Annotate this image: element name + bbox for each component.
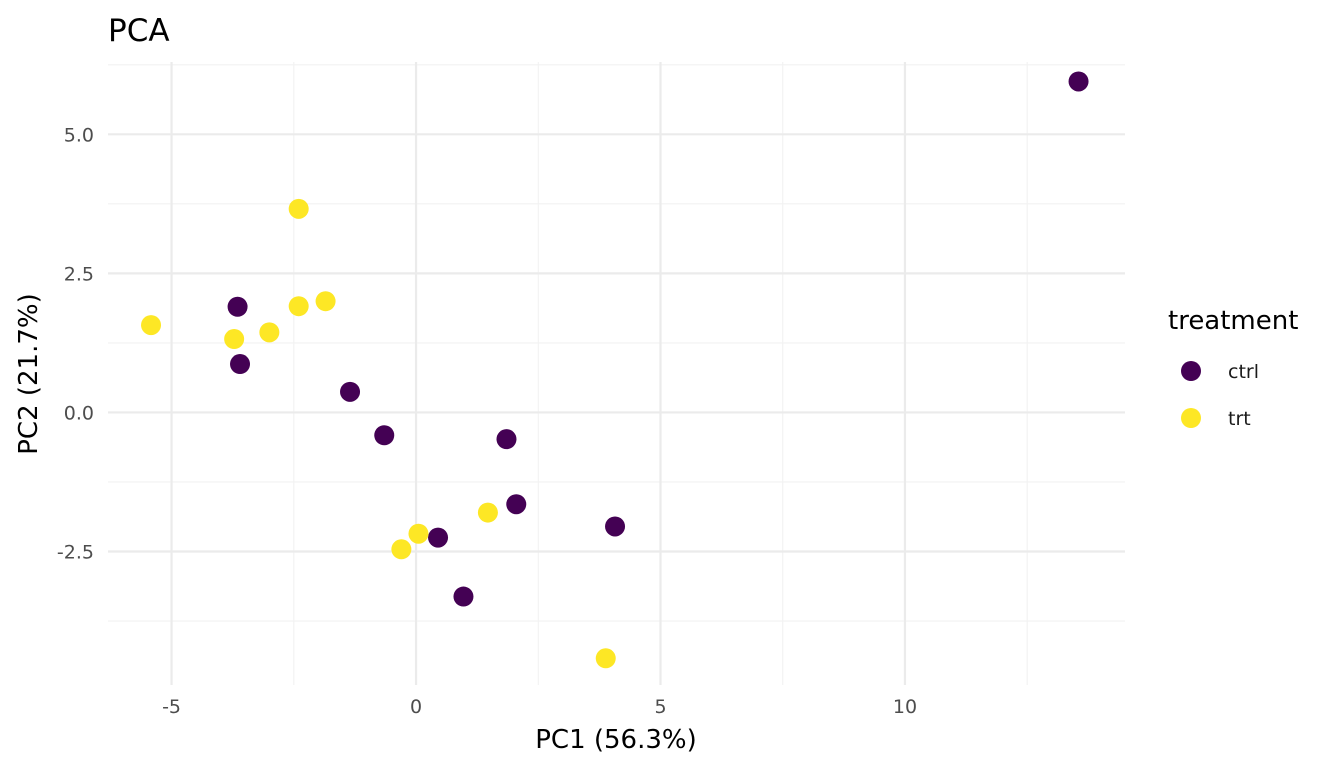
data-point-ctrl <box>374 425 395 446</box>
data-point-trt <box>141 315 162 336</box>
legend-items: ctrl trt <box>1181 361 1259 430</box>
data-point-ctrl <box>496 429 517 450</box>
data-point-trt <box>595 648 616 669</box>
data-points <box>141 71 1089 669</box>
legend-key-trt <box>1181 408 1201 428</box>
x-tick-label: 10 <box>893 696 917 718</box>
x-tick-label: 0 <box>410 696 422 718</box>
legend-key-ctrl <box>1181 361 1201 381</box>
data-point-trt <box>315 291 336 312</box>
data-point-ctrl <box>227 296 248 317</box>
data-point-ctrl <box>605 516 626 537</box>
chart-title: PCA <box>108 13 170 49</box>
legend-label-trt: trt <box>1228 408 1251 430</box>
legend-title: treatment <box>1168 306 1298 336</box>
data-point-trt <box>288 198 309 219</box>
plot-grid <box>108 62 1125 685</box>
y-tick-label: -2.5 <box>57 542 94 564</box>
axis-ticks: -5 0 5 10 -2.5 0.0 2.5 5.0 <box>57 124 917 718</box>
data-point-ctrl <box>230 354 251 375</box>
data-point-trt <box>408 523 429 544</box>
data-point-ctrl <box>428 527 449 548</box>
x-axis-title: PC1 (56.3%) <box>535 725 697 755</box>
data-point-trt <box>477 502 498 523</box>
data-point-ctrl <box>1068 71 1089 92</box>
legend: treatment ctrl trt <box>1168 306 1298 430</box>
data-point-ctrl <box>506 494 527 515</box>
data-point-trt <box>259 322 280 343</box>
data-point-trt <box>391 539 412 560</box>
x-tick-label: 5 <box>654 696 666 718</box>
y-axis-title: PC2 (21.7%) <box>14 293 44 455</box>
y-tick-label: 2.5 <box>64 263 94 285</box>
data-point-trt <box>288 296 309 317</box>
y-tick-label: 5.0 <box>64 124 94 146</box>
y-tick-label: 0.0 <box>64 402 94 424</box>
data-point-ctrl <box>340 381 361 402</box>
legend-label-ctrl: ctrl <box>1228 361 1259 383</box>
x-tick-label: -5 <box>162 696 181 718</box>
data-point-ctrl <box>453 586 474 607</box>
data-point-trt <box>224 329 245 350</box>
